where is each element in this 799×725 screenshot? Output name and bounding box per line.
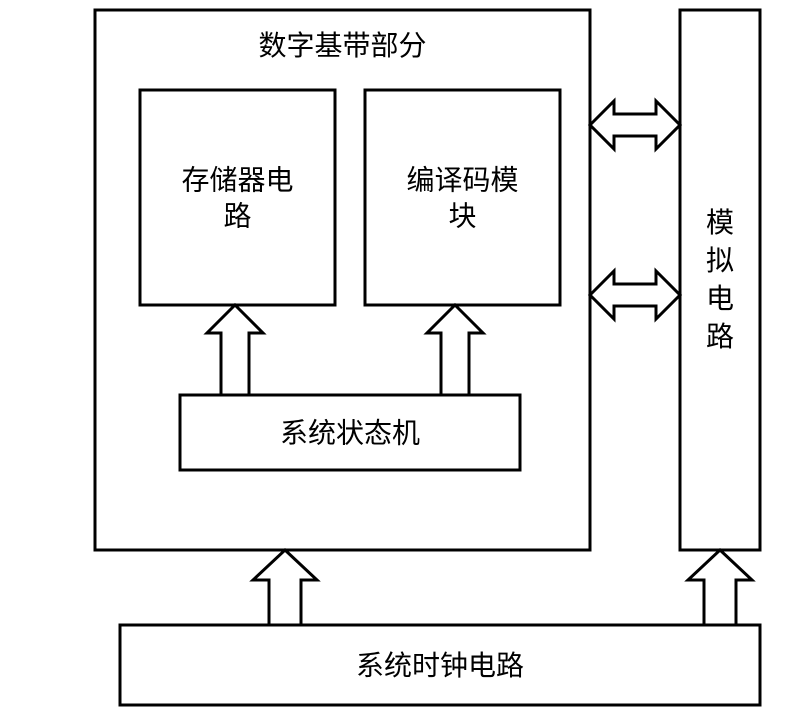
analog-label-char-2: 电 bbox=[706, 283, 734, 315]
memory-label-line2: 路 bbox=[223, 201, 251, 233]
analog-label-char-0: 模 bbox=[706, 207, 734, 239]
state-machine-label: 系统状态机 bbox=[280, 418, 420, 450]
digital-baseband-label: 数字基带部分 bbox=[258, 30, 426, 62]
analog-label-char-1: 拟 bbox=[706, 245, 734, 277]
codec-label-line2: 块 bbox=[448, 202, 476, 233]
analog-label-char-3: 路 bbox=[706, 321, 734, 353]
codec-label-line1: 编译码模 bbox=[406, 165, 518, 197]
memory-label-line1: 存储器电 bbox=[181, 165, 293, 197]
system-clock-label: 系统时钟电路 bbox=[356, 650, 524, 682]
